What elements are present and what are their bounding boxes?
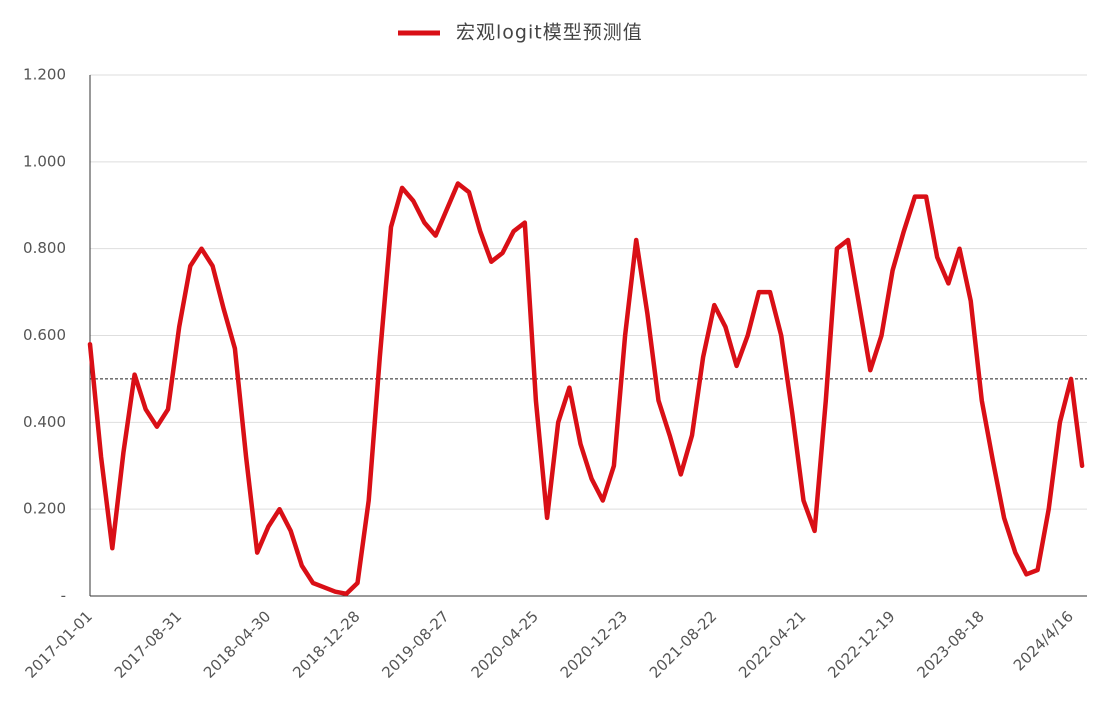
legend-label: 宏观logit模型预测值 [456,22,643,44]
x-tick-label: 2017-08-31 [111,607,185,681]
y-tick-label: 0.200 [23,500,66,518]
y-tick-label: 1.000 [23,152,66,170]
y-tick-label: 1.200 [23,66,66,84]
y-tick-label: 0.400 [23,413,66,431]
y-tick-label: 0.800 [23,239,66,257]
x-tick-label: 2023-08-18 [913,607,987,681]
x-tick-label: 2021-08-22 [646,607,720,681]
x-tick-label: 2019-08-27 [378,607,452,681]
line-series [87,181,1085,597]
x-tick-label: 2018-12-28 [289,607,363,681]
x-tick-label: 2020-12-23 [557,607,631,681]
x-tick-label: 2020-04-25 [468,607,542,681]
x-tick-label: 2017-01-01 [22,607,96,681]
y-tick-label: - [61,587,66,605]
y-tick-label: 0.600 [23,326,66,344]
x-tick-label: 2022-04-21 [735,607,809,681]
x-tick-label: 2018-04-30 [200,607,274,681]
x-tick-label: 2024/4/16 [1010,607,1077,674]
x-tick-label: 2022-12-19 [824,607,898,681]
